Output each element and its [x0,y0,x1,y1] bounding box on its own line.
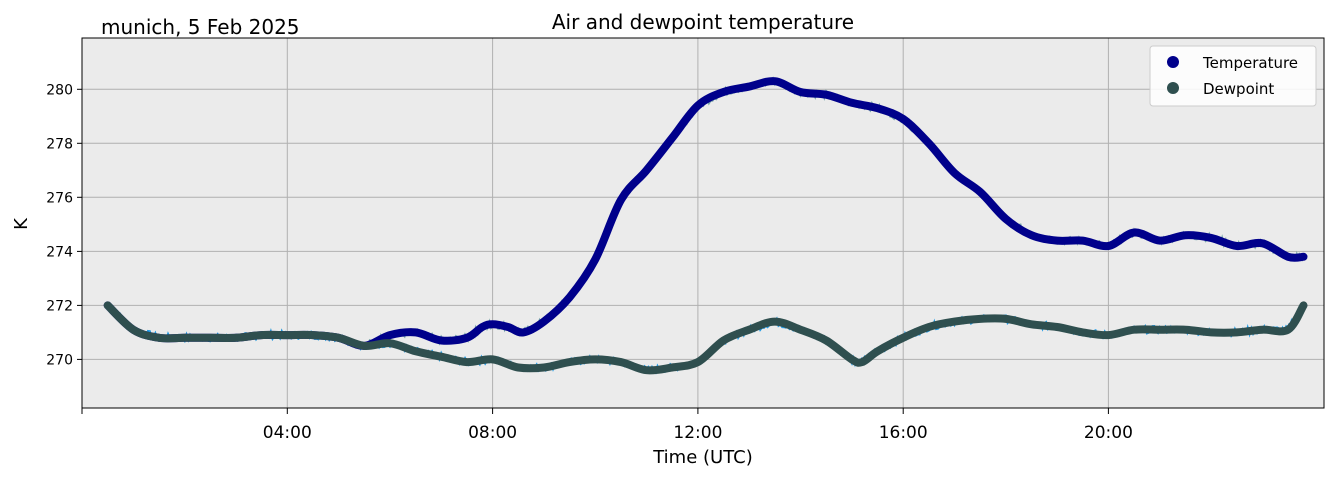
y-axis-ticks: 270 272 274 276 278 280 [46,82,82,368]
chart-title: Air and dewpoint temperature [552,10,854,34]
x-tick-label: 20:00 [1084,423,1133,443]
legend-marker-dewpoint [1167,82,1179,94]
x-tick-label: 16:00 [879,423,928,443]
y-tick-label: 272 [46,298,73,314]
legend-box [1149,45,1317,107]
y-tick-label: 278 [46,136,73,152]
legend-label-dewpoint: Dewpoint [1203,80,1274,98]
x-tick-label: 04:00 [263,423,312,443]
y-tick-label: 274 [46,244,73,260]
grid-lines [82,38,1324,408]
legend: Temperature Dewpoint [1149,45,1317,107]
plot-frame [81,37,1325,409]
y-tick-label: 280 [46,82,73,98]
series-line-dewpoint [103,301,1308,375]
y-tick-label: 270 [46,352,73,368]
y-axis-label: K [11,217,32,230]
y-tick-label: 276 [46,190,73,206]
x-tick-label: 08:00 [468,423,517,443]
smooth-series-lines [103,77,1308,375]
chart-subtitle: munich, 5 Feb 2025 [101,15,300,39]
plot-area [82,38,1324,408]
x-tick-label: 12:00 [673,423,722,443]
x-axis-ticks: 04:00 08:00 12:00 16:00 20:00 [81,408,1133,443]
legend-label-temperature: Temperature [1202,54,1298,72]
legend-marker-temperature [1167,56,1179,68]
x-axis-label: Time (UTC) [652,447,753,468]
